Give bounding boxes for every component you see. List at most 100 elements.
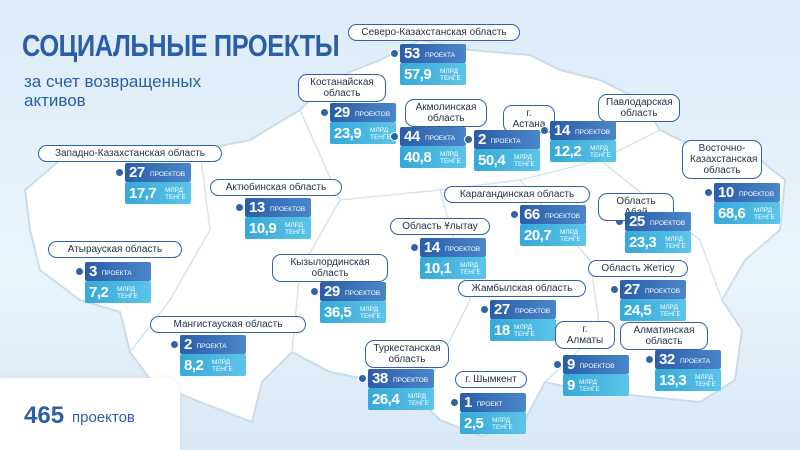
region-label: Туркестанская область bbox=[365, 340, 449, 368]
projects-count: 53 bbox=[404, 45, 420, 62]
marker bbox=[320, 108, 329, 117]
projects-unit: ПРОЕКТОВ bbox=[445, 246, 481, 253]
projects-unit: ПРОЕКТОВ bbox=[515, 308, 551, 315]
amount-box: 50,4 МЛРД ТЕНГЕ bbox=[474, 149, 540, 171]
amount-value: 10,1 bbox=[424, 260, 452, 277]
amount-value: 57,9 bbox=[404, 66, 432, 83]
marker bbox=[464, 135, 473, 144]
total-count: 465 bbox=[24, 402, 65, 429]
projects-box: 29 ПРОЕКТОВ bbox=[320, 282, 386, 301]
marker bbox=[358, 374, 367, 383]
marker bbox=[390, 132, 399, 141]
projects-box: 9 ПРОЕКТОВ bbox=[563, 355, 629, 374]
projects-count: 38 bbox=[372, 370, 388, 387]
amount-box: 12,2 МЛРД ТЕНГЕ bbox=[550, 140, 616, 162]
amount-unit: МЛРД ТЕНГЕ bbox=[560, 229, 581, 243]
projects-box: 66 ПРОЕКТОВ bbox=[520, 205, 586, 224]
amount-value: 23,9 bbox=[334, 125, 362, 142]
projects-unit: ПРОЕКТОВ bbox=[393, 377, 429, 384]
amount-box: 18 МЛРД ТЕНГЕ bbox=[490, 319, 556, 341]
amount-box: 40,8 МЛРД ТЕНГЕ bbox=[400, 146, 466, 168]
projects-count: 27 bbox=[494, 301, 510, 318]
projects-count: 32 bbox=[659, 351, 675, 368]
amount-box: 23,3 МЛРД ТЕНГЕ bbox=[625, 231, 691, 253]
projects-count: 13 bbox=[249, 199, 265, 216]
amount-value: 20,7 bbox=[524, 227, 552, 244]
projects-box: 44 ПРОЕКТА bbox=[400, 127, 466, 146]
projects-box: 38 ПРОЕКТОВ bbox=[368, 369, 434, 388]
amount-box: 68,6 МЛРД ТЕНГЕ bbox=[714, 202, 780, 224]
marker bbox=[704, 188, 713, 197]
amount-unit: МЛРД ТЕНГЕ bbox=[440, 68, 461, 82]
amount-box: 7,2 МЛРД ТЕНГЕ bbox=[85, 281, 151, 303]
region-label: Атырауская область bbox=[48, 241, 182, 258]
projects-box: 27 ПРОЕКТОВ bbox=[125, 163, 191, 182]
amount-box: 8,2 МЛРД ТЕНГЕ bbox=[180, 354, 246, 376]
marker bbox=[553, 360, 562, 369]
projects-unit: ПРОЕКТА bbox=[196, 343, 227, 350]
projects-count: 27 bbox=[129, 164, 145, 181]
projects-count: 29 bbox=[334, 104, 350, 121]
region-label: Костанайская область bbox=[298, 74, 386, 102]
amount-value: 50,4 bbox=[478, 152, 506, 169]
projects-box: 14 ПРОЕКТОВ bbox=[550, 121, 616, 140]
amount-unit: МЛРД ТЕНГЕ bbox=[590, 145, 611, 159]
projects-unit: ПРОЕКТОВ bbox=[579, 363, 615, 370]
amount-box: 13,3 МЛРД ТЕНГЕ bbox=[655, 369, 721, 391]
amount-value: 36,5 bbox=[324, 304, 352, 321]
region-label: Павлодарская область bbox=[598, 94, 680, 122]
projects-unit: ПРОЕКТОВ bbox=[270, 206, 306, 213]
amount-unit: МЛРД ТЕНГЕ bbox=[460, 262, 481, 276]
marker bbox=[480, 305, 489, 314]
amount-box: 9 МЛРД ТЕНГЕ bbox=[563, 374, 629, 396]
region-label: Мангистауская область bbox=[150, 316, 306, 333]
marker bbox=[510, 210, 519, 219]
amount-unit: МЛРД ТЕНГЕ bbox=[285, 222, 306, 236]
region-label: Актюбинская область bbox=[210, 179, 342, 196]
projects-count: 44 bbox=[404, 128, 420, 145]
total-unit: проектов bbox=[72, 409, 135, 426]
projects-box: 32 ПРОЕКТА bbox=[655, 350, 721, 369]
projects-box: 3 ПРОЕКТА bbox=[85, 262, 151, 281]
amount-unit: МЛРД ТЕНГЕ bbox=[492, 417, 513, 431]
amount-box: 2,5 МЛРД ТЕНГЕ bbox=[460, 412, 526, 434]
region-label: Восточно-Казахстанская область bbox=[682, 140, 762, 179]
amount-unit: МЛРД ТЕНГЕ bbox=[408, 393, 429, 407]
region-label: Область Ұлытау bbox=[390, 218, 490, 235]
amount-value: 2,5 bbox=[464, 415, 484, 432]
amount-box: 36,5 МЛРД ТЕНГЕ bbox=[320, 301, 386, 323]
amount-value: 23,3 bbox=[629, 234, 657, 251]
projects-box: 10 ПРОЕКТОВ bbox=[714, 183, 780, 202]
amount-unit: МЛРД ТЕНГЕ bbox=[440, 151, 461, 165]
projects-unit: ПРОЕКТОВ bbox=[150, 171, 186, 178]
marker bbox=[610, 285, 619, 294]
amount-box: 57,9 МЛРД ТЕНГЕ bbox=[400, 63, 466, 85]
projects-unit: ПРОЕКТОВ bbox=[650, 220, 686, 227]
amount-value: 24,5 bbox=[624, 302, 652, 319]
projects-box: 27 ПРОЕКТОВ bbox=[620, 280, 686, 299]
projects-count: 2 bbox=[478, 131, 486, 148]
marker bbox=[75, 267, 84, 276]
amount-value: 13,3 bbox=[659, 372, 687, 389]
projects-unit: ПРОЕКТОВ bbox=[545, 213, 581, 220]
amount-value: 7,2 bbox=[89, 284, 109, 301]
marker bbox=[540, 126, 549, 135]
projects-unit: ПРОЕКТОВ bbox=[575, 129, 611, 136]
projects-unit: ПРОЕКТ bbox=[476, 401, 503, 408]
amount-unit: МЛРД ТЕНГЕ bbox=[117, 286, 138, 300]
amount-unit: МЛРД ТЕНГЕ bbox=[695, 374, 716, 388]
subtitle: за счет возвращенных активов bbox=[24, 72, 202, 110]
region-label: Жамбылская область bbox=[458, 280, 586, 297]
amount-value: 9 bbox=[567, 377, 575, 394]
amount-value: 17,7 bbox=[129, 185, 157, 202]
marker bbox=[310, 287, 319, 296]
region-label: Кызылординская область bbox=[272, 254, 388, 282]
projects-count: 3 bbox=[89, 263, 97, 280]
projects-unit: ПРОЕКТОВ bbox=[739, 191, 775, 198]
amount-value: 26,4 bbox=[372, 391, 400, 408]
projects-box: 13 ПРОЕКТОВ bbox=[245, 198, 311, 217]
marker bbox=[450, 398, 459, 407]
projects-count: 9 bbox=[567, 356, 575, 373]
amount-value: 18 bbox=[494, 322, 510, 339]
